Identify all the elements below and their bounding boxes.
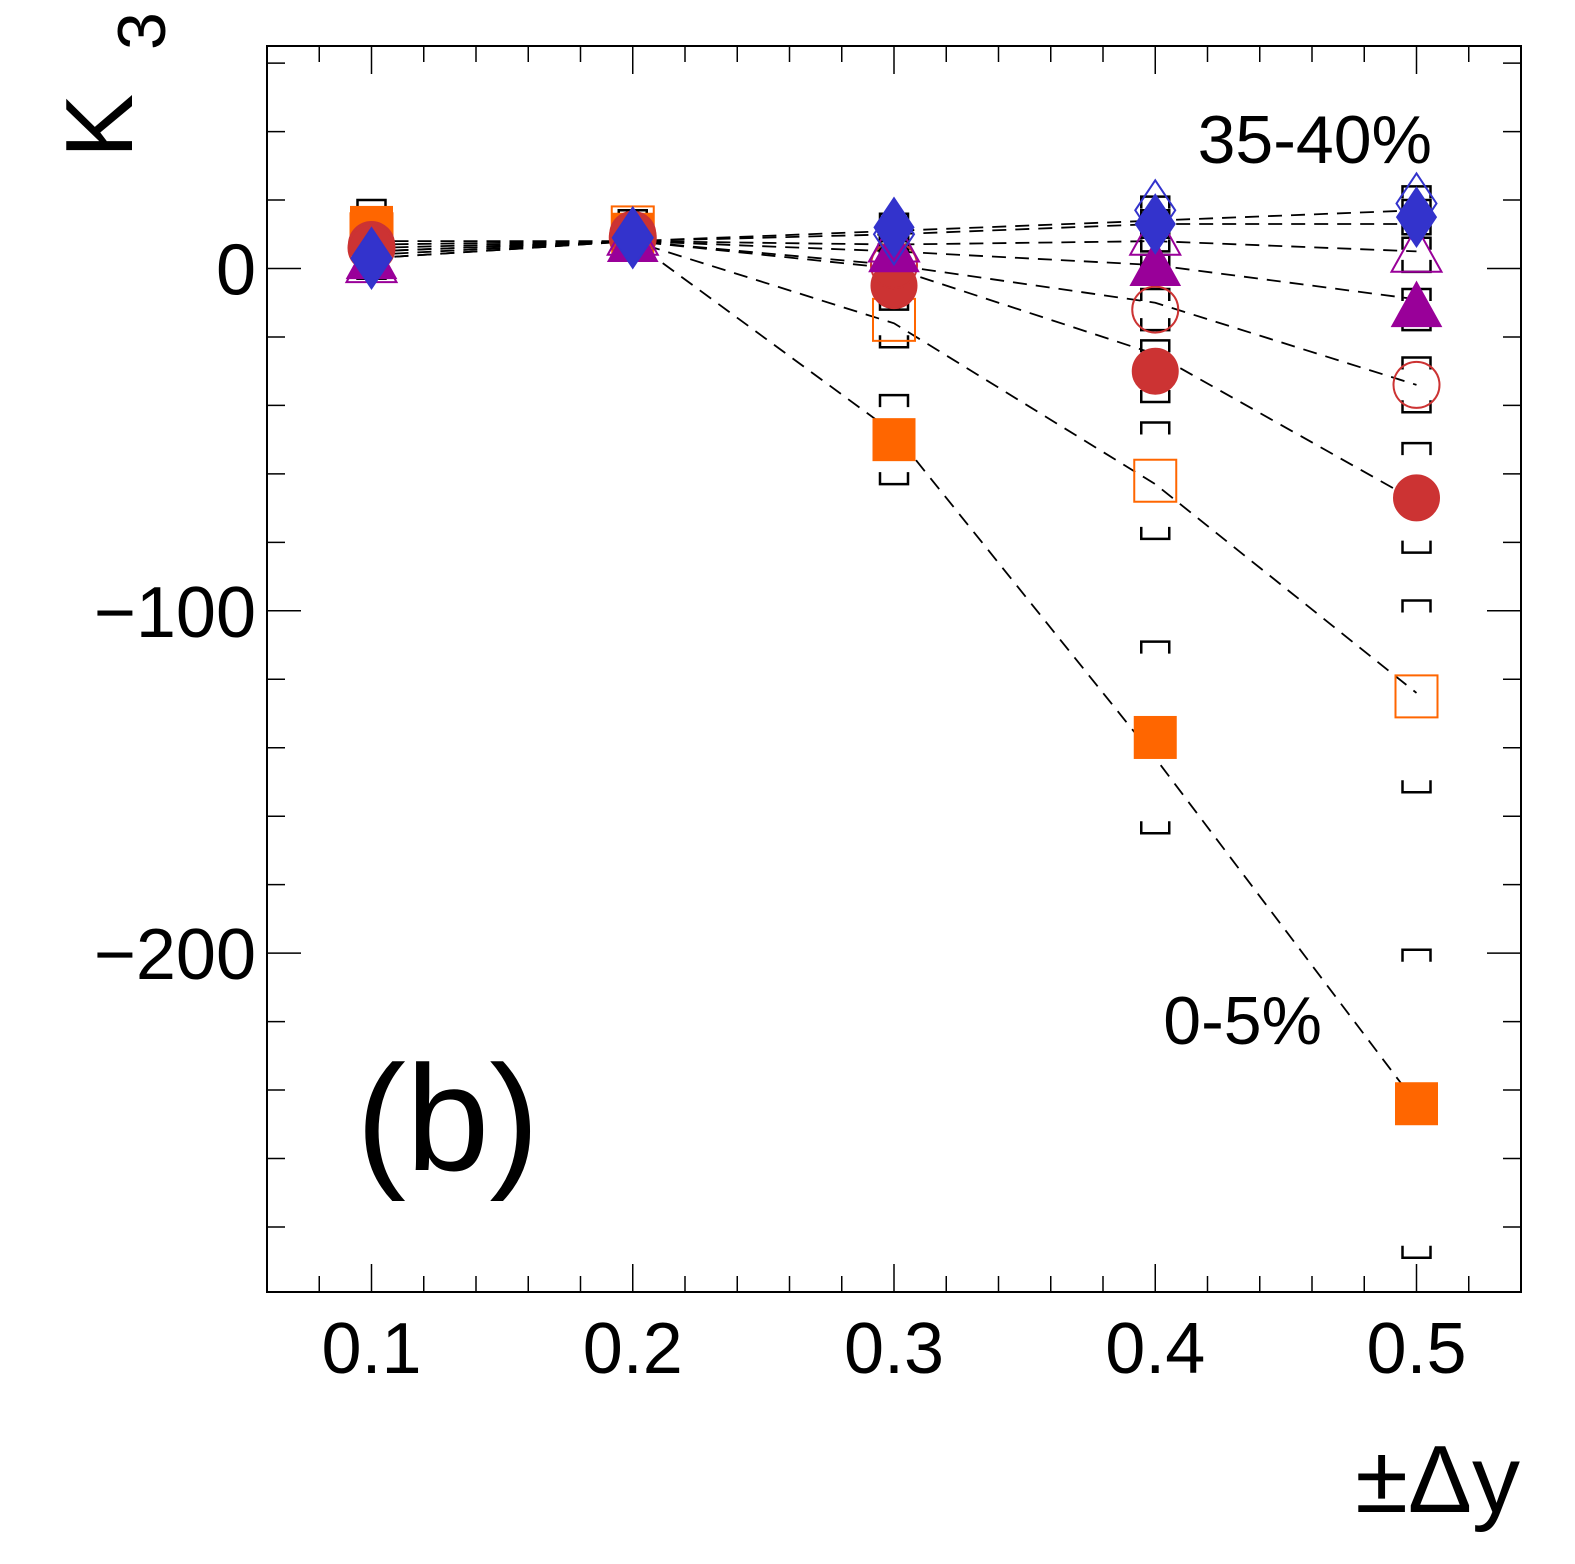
data-point [612, 206, 654, 269]
x-tick-label: 0.5 [1366, 1309, 1466, 1389]
x-tick-label: 0.1 [321, 1309, 421, 1389]
y-tick-label: −100 [94, 573, 256, 653]
y-axis-label: K [46, 94, 153, 158]
syst-bracket [1401, 441, 1432, 554]
data-markers [344, 171, 1444, 1126]
syst-bracket [1140, 287, 1171, 332]
syst-bracket [1401, 948, 1432, 1260]
x-tick-label: 0.4 [1105, 1309, 1205, 1389]
data-point [1131, 285, 1180, 334]
fit-line [371, 209, 1417, 243]
axis-ticks [266, 46, 1522, 1292]
fit-line [371, 240, 1417, 301]
fit-line [371, 240, 1417, 503]
data-point [350, 227, 393, 290]
data-point [1134, 193, 1176, 255]
data-point [1395, 186, 1438, 249]
data-point [1395, 1082, 1438, 1126]
data-point [1389, 224, 1444, 273]
y-tick-label: 0 [216, 231, 256, 311]
syst-bracket [1140, 339, 1171, 404]
fit-line [371, 223, 1417, 246]
fit-line [371, 240, 1417, 253]
syst-bracket [1140, 640, 1171, 835]
data-point [1133, 715, 1177, 759]
syst-bracket [1401, 356, 1432, 414]
fit-lines [371, 209, 1418, 1105]
data-point [1133, 458, 1178, 503]
data-point [1394, 674, 1439, 719]
data-point [1392, 360, 1441, 409]
annotation-top-centrality: 35-40% [1198, 102, 1432, 178]
x-axis-label: ±Δy [1355, 1426, 1520, 1533]
panel-label: (b) [356, 1034, 539, 1202]
fit-line [371, 240, 1418, 694]
x-tick-labels: 0.1 0.2 0.3 0.4 0.5 [321, 1309, 1466, 1389]
y-tick-label: −200 [94, 915, 256, 995]
annotation-bottom-centrality: 0-5% [1163, 983, 1322, 1059]
data-point [873, 196, 915, 259]
x-tick-label: 0.3 [844, 1309, 944, 1389]
data-point [1129, 239, 1182, 286]
fit-line [371, 240, 1418, 1105]
syst-bracket [1140, 421, 1171, 541]
x-tick-label: 0.2 [583, 1309, 683, 1389]
y-tick-labels: 0 −100 −200 [94, 231, 256, 996]
data-point [1131, 347, 1179, 395]
y-axis-label-subscript: 3 [104, 12, 180, 50]
data-point [1390, 280, 1443, 328]
syst-bracket [1401, 599, 1432, 794]
syst-bracket [878, 393, 910, 486]
data-point [872, 418, 916, 462]
data-point [1393, 474, 1440, 522]
